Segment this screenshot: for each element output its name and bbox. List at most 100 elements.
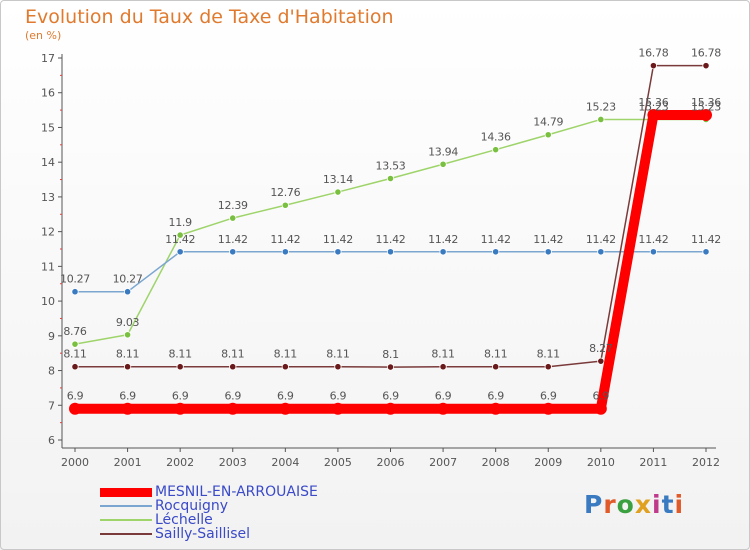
legend-swatch [100,505,152,507]
data-label: 8.1 [382,348,399,361]
data-label: 8.27 [589,342,613,355]
y-tick-label: 11 [41,260,55,273]
data-label: 14.79 [533,116,563,129]
data-point [331,402,344,415]
data-label: 15.23 [586,100,616,113]
data-label: 8.11 [326,348,349,361]
data-point [702,248,710,256]
data-label: 11.42 [586,233,616,246]
legend-swatch [100,488,152,497]
legend-label: MESNIL-EN-ARROUAISE [155,484,318,500]
data-point [334,248,342,256]
data-label: 11.9 [169,216,193,229]
data-label: 6.9 [172,390,189,403]
y-tick-label: 16 [41,87,55,100]
logo-letter: P [584,490,604,519]
data-label: 11.42 [481,233,511,246]
data-point [649,62,658,70]
data-point [229,248,237,256]
chart-title: Evolution du Taux de Taxe d'Habitation [25,6,394,28]
y-tick-label: 10 [41,295,55,308]
data-label: 10.27 [60,273,90,286]
data-point [649,248,658,256]
y-tick-label: 13 [41,191,55,204]
data-point [281,248,289,256]
data-point [489,402,502,415]
data-label: 6.9 [487,390,504,403]
data-point [281,201,289,209]
data-label: 11.42 [165,233,195,246]
data-label: 8.11 [116,348,139,361]
data-point [544,363,552,371]
data-label: 6.9 [224,390,241,403]
data-label: 14.36 [481,131,511,144]
data-point [174,402,187,415]
data-point [439,363,447,371]
y-tick-label: 15 [41,121,55,134]
data-point [229,363,237,371]
logo-letter: x [634,490,652,519]
data-point [69,402,81,415]
data-label: 15.36 [638,96,668,109]
data-point [71,288,79,296]
x-tick-label: 2002 [166,456,194,469]
x-tick-label: 2011 [639,456,667,469]
data-point [439,248,447,256]
data-label: 13.94 [428,145,458,158]
data-point [176,231,184,239]
data-point [492,248,500,256]
data-point [597,115,605,124]
data-point [71,363,79,371]
data-label: 8.11 [169,348,192,361]
data-label: 8.11 [484,348,507,361]
data-label: 6.9 [435,390,452,403]
data-label: 8.11 [221,348,244,361]
x-tick-label: 2000 [61,456,89,469]
x-tick-label: 2001 [114,456,142,469]
data-point [334,363,342,371]
data-point [226,402,239,415]
data-label: 8.11 [274,348,297,361]
x-tick-label: 2008 [482,456,510,469]
y-tick-label: 14 [41,156,55,169]
data-point [702,62,710,70]
y-tick-label: 8 [48,365,55,378]
data-label: 15.36 [691,96,721,109]
logo-letter: t [661,490,675,519]
data-label: 12.76 [270,186,300,199]
data-point [700,108,712,121]
data-point [492,146,500,154]
x-tick-label: 2012 [692,456,720,469]
data-point [597,248,605,256]
data-label: 6.9 [593,390,610,403]
data-label: 8.11 [63,348,86,361]
x-tick-label: 2006 [377,456,405,469]
chart-unit-label: (en %) [25,29,62,42]
data-point [121,402,134,415]
legend-label: Rocquigny [155,498,229,514]
data-label: 11.42 [691,233,721,246]
x-tick-label: 2010 [587,456,615,469]
data-label: 12.39 [218,199,248,212]
x-tick-label: 2003 [219,456,247,469]
data-label: 6.9 [540,390,557,403]
data-point [544,131,552,139]
y-tick-label: 7 [48,399,55,412]
proxiti-logo: Proxiti [584,490,684,519]
data-label: 11.42 [323,233,353,246]
data-point [439,160,447,168]
data-label: 8.76 [63,325,87,338]
data-label: 8.11 [537,348,560,361]
y-tick-label: 6 [48,434,55,447]
logo-letter: r [603,490,617,519]
data-label: 15.23 [638,100,668,113]
data-point [542,402,555,415]
y-tick-label: 9 [48,330,55,343]
data-point [123,331,132,339]
data-point [597,357,605,365]
data-point [334,188,342,196]
data-label: 6.9 [67,390,84,403]
data-label: 11.42 [428,233,458,246]
